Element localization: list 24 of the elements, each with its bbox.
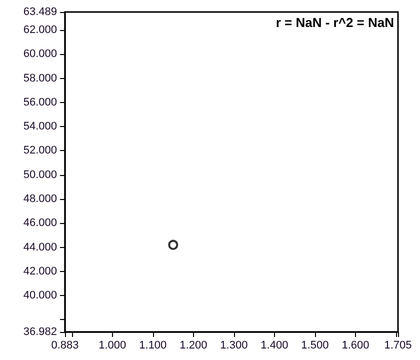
- x-tick-label: 1.100: [139, 340, 167, 352]
- x-tick-label: 1.500: [301, 340, 329, 352]
- x-tick-label: 1.300: [220, 340, 248, 352]
- y-tick-label: 54.000: [23, 120, 57, 133]
- x-tick-label: 1.400: [260, 340, 288, 352]
- y-tick-label: 44.000: [23, 241, 57, 254]
- y-tick-label: 63.489: [23, 6, 57, 18]
- x-tick-label: 1.200: [180, 340, 208, 352]
- x-tick-label: 0.883: [51, 340, 79, 352]
- y-tick-label: 50.000: [23, 168, 57, 181]
- y-tick-label: 36.982: [23, 326, 57, 338]
- y-tick-label: 42.000: [23, 265, 57, 278]
- y-tick-label: 48.000: [23, 192, 57, 205]
- x-tick-label: 1.600: [342, 340, 370, 352]
- x-tick-label: 1.705: [384, 340, 412, 352]
- y-tick-label: 52.000: [23, 144, 57, 157]
- y-tick-label: 60.000: [23, 48, 57, 60]
- y-tick-label: 58.000: [23, 72, 57, 84]
- y-tick-label: 46.000: [23, 217, 57, 230]
- y-tick-label: 40.000: [23, 290, 57, 302]
- y-tick-label: 56.000: [23, 96, 57, 108]
- y-tick-label: 62.000: [23, 24, 57, 36]
- x-tick-label: 1.000: [98, 340, 126, 352]
- annotation: r = NaN - r^2 = NaN: [276, 15, 394, 30]
